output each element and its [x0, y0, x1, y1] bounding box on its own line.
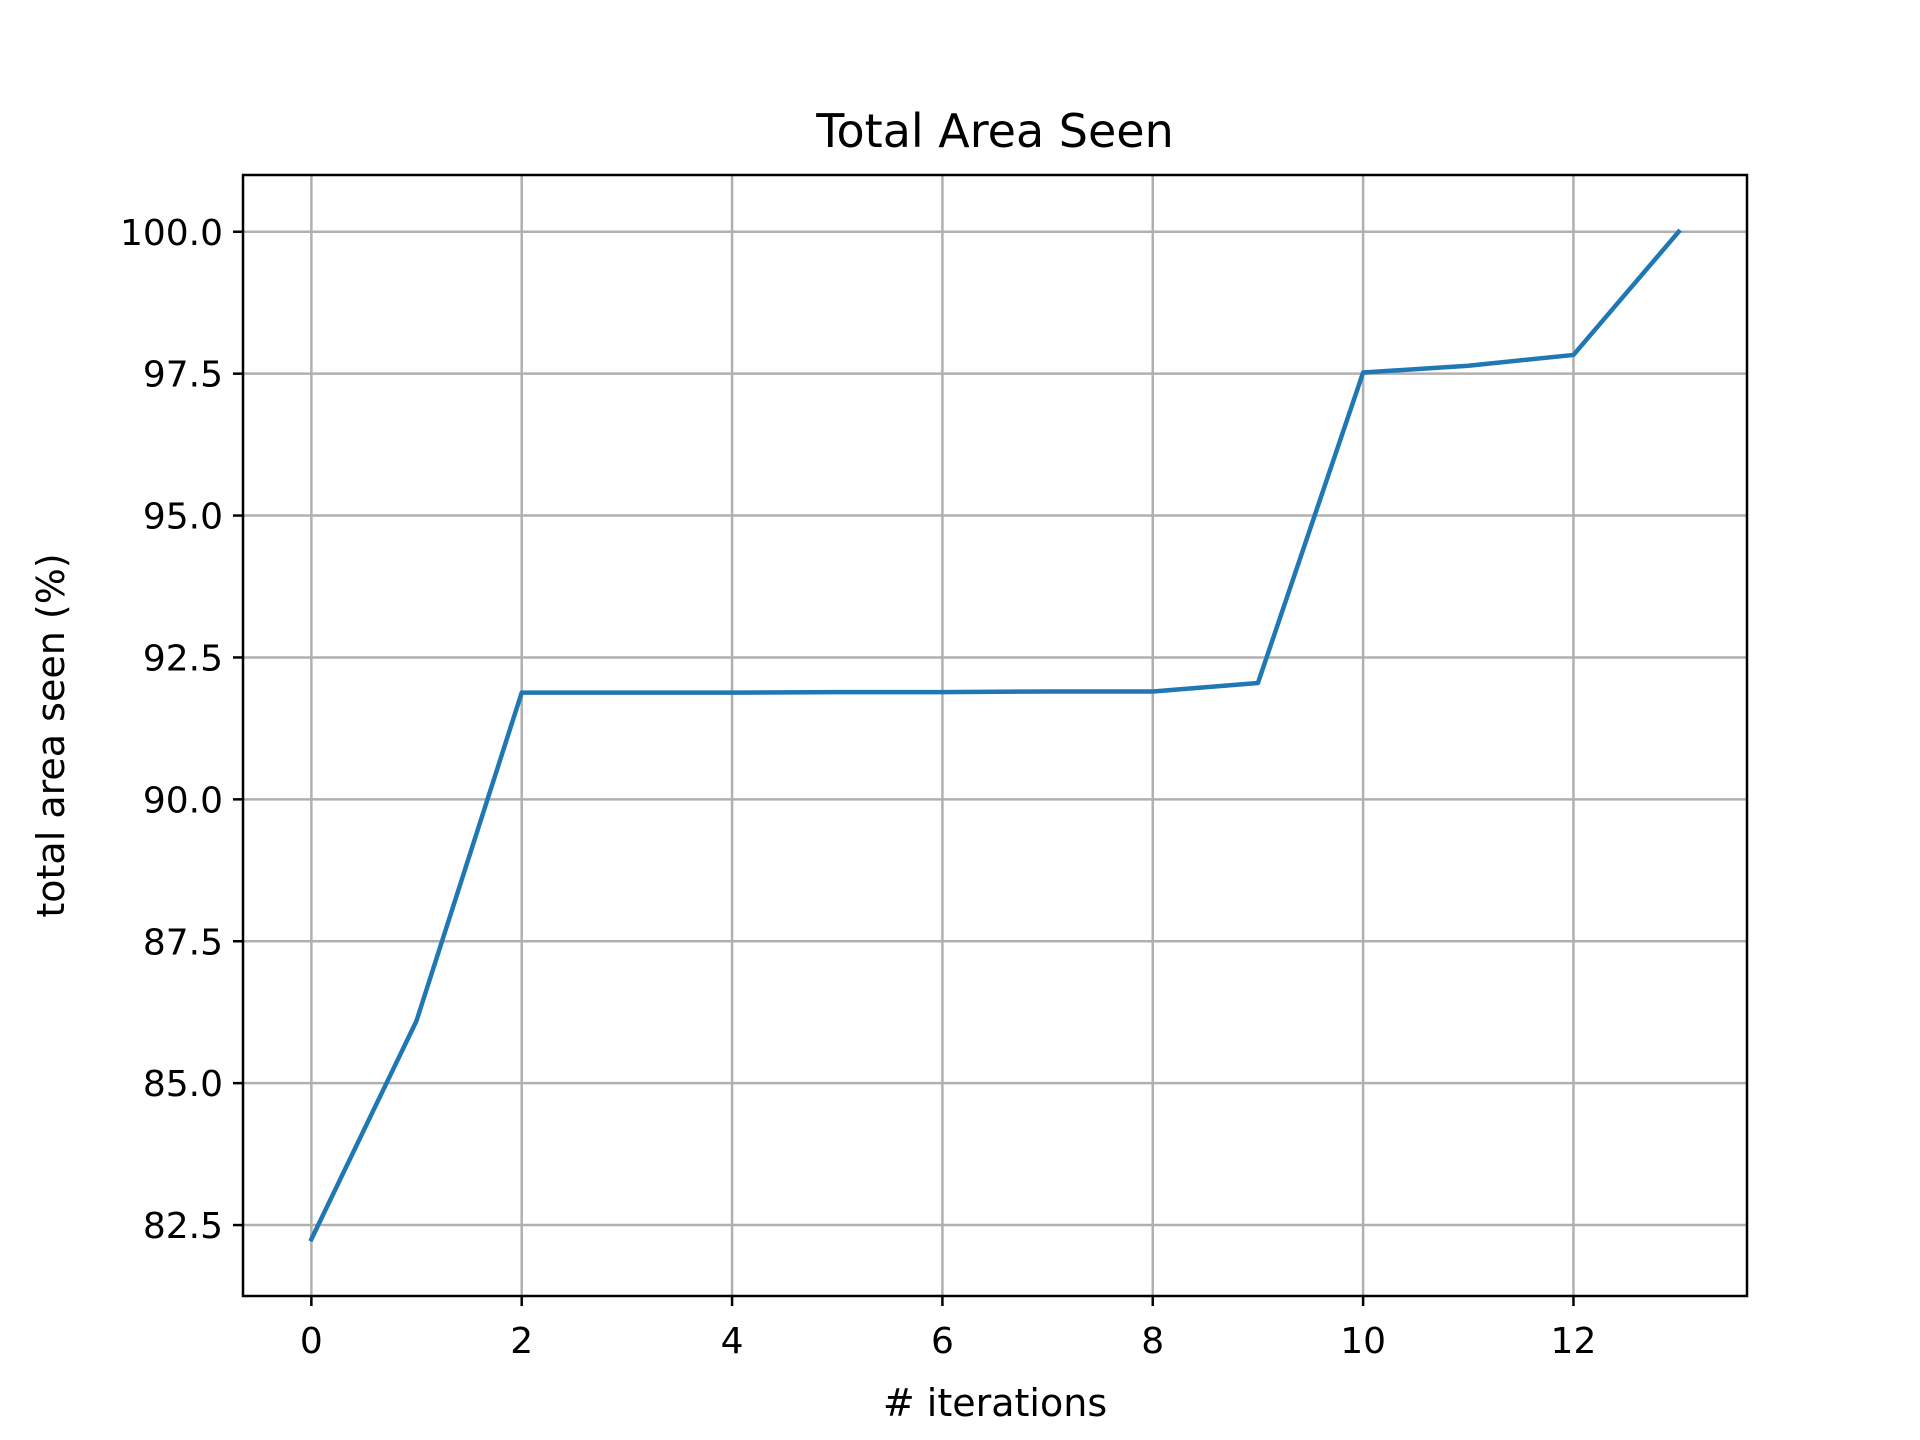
series-line: [308, 228, 1682, 1243]
grid: [243, 175, 1747, 1296]
y-tick-label: 92.5: [143, 638, 223, 679]
x-tick-label: 6: [931, 1321, 954, 1362]
y-axis-label: total area seen (%): [29, 553, 73, 917]
chart-title: Total Area Seen: [815, 104, 1174, 158]
y-tick-label: 100.0: [120, 213, 223, 254]
y-tick-label: 87.5: [143, 922, 223, 963]
x-tick-label: 10: [1340, 1321, 1386, 1362]
y-tick-label: 97.5: [143, 355, 223, 396]
x-axis-label: # iterations: [883, 1381, 1107, 1425]
x-tick-label: 8: [1141, 1321, 1164, 1362]
plot-frame: [241, 173, 1749, 1298]
y-tick-label: 82.5: [143, 1206, 223, 1247]
y-tick-label: 85.0: [143, 1064, 223, 1105]
y-tick-label: 95.0: [143, 497, 223, 538]
x-tick-label: 4: [721, 1321, 744, 1362]
y-tick-label: 90.0: [143, 780, 223, 821]
series-layer: [308, 228, 1682, 1243]
axis-ticks: 0 2 4 6 8 10 12 82.5 85.0 87.5 90.0 92.5 95.0 97.5 100…: [120, 213, 1596, 1362]
x-tick-label: 12: [1551, 1321, 1597, 1362]
x-tick-label: 2: [510, 1321, 533, 1362]
x-tick-label: 0: [300, 1321, 323, 1362]
